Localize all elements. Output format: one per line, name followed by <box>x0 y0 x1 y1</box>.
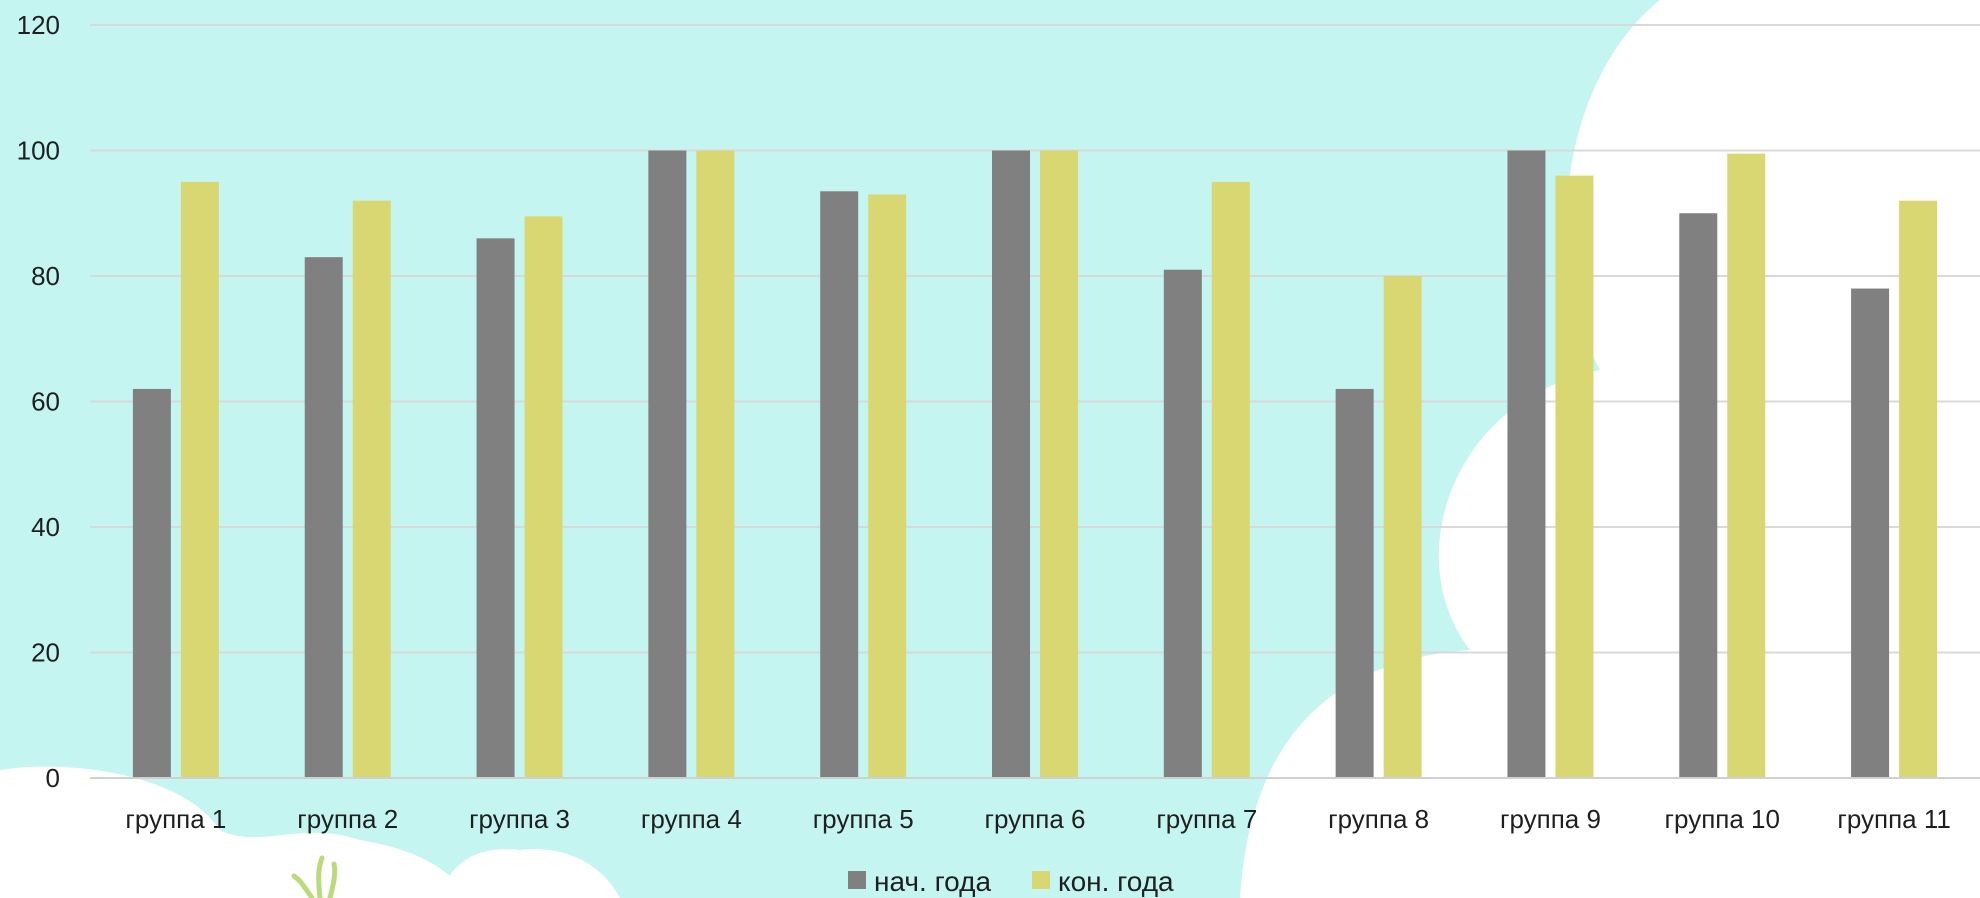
bar <box>1040 150 1078 778</box>
x-axis: группа 1 группа 2 группа 3 группа 4 группа 5… <box>90 777 1980 834</box>
y-tick-label: 0 <box>46 763 60 793</box>
legend: нач. года кон. года <box>848 866 1174 897</box>
x-tick-label: группа 6 <box>985 804 1086 834</box>
y-axis: 0 20 40 60 80 100 120 <box>17 10 60 793</box>
grass-sprout <box>291 855 338 898</box>
bar <box>1851 288 1890 778</box>
bar <box>132 388 171 778</box>
legend-label: нач. года <box>874 866 991 897</box>
bar <box>1335 388 1374 778</box>
x-tick-label: группа 11 <box>1837 804 1950 834</box>
bar <box>1211 181 1250 778</box>
y-tick-label: 60 <box>31 387 60 417</box>
y-tick-label: 100 <box>17 136 60 166</box>
x-tick-label: группа 8 <box>1328 804 1429 834</box>
y-tick-label: 20 <box>31 638 60 668</box>
bar <box>1679 213 1718 778</box>
bar <box>352 200 391 778</box>
bar <box>1555 175 1594 779</box>
cloud-bottom-left <box>0 766 470 898</box>
x-tick-label: группа 2 <box>297 804 398 834</box>
legend-label: кон. года <box>1058 866 1174 897</box>
bar <box>1899 200 1938 778</box>
bar <box>524 216 563 778</box>
bars <box>132 150 1938 779</box>
x-tick-label: группа 3 <box>469 804 570 834</box>
legend-swatch <box>1032 871 1050 889</box>
legend-swatch <box>848 871 866 889</box>
bar <box>868 194 907 779</box>
y-tick-label: 40 <box>31 512 60 542</box>
bar <box>648 150 687 778</box>
x-tick-label: группа 9 <box>1500 804 1601 834</box>
y-tick-label: 120 <box>17 10 60 40</box>
x-tick-label: группа 10 <box>1665 804 1780 834</box>
bar <box>1507 150 1546 778</box>
bar <box>696 150 735 778</box>
x-tick-label: группа 4 <box>641 804 742 834</box>
y-tick-label: 80 <box>31 261 60 291</box>
bar <box>180 181 219 778</box>
x-tick-label: группа 1 <box>125 804 226 834</box>
x-tick-label: группа 7 <box>1156 804 1257 834</box>
cloud-right <box>1240 0 1980 898</box>
bar <box>820 191 859 779</box>
bar <box>476 238 515 779</box>
x-tick-label: группа 5 <box>813 804 914 834</box>
bar <box>1383 276 1422 778</box>
bar <box>1163 269 1202 778</box>
cloud-bottom-mid <box>440 849 620 898</box>
bar <box>992 150 1030 778</box>
bar <box>1727 153 1766 778</box>
bar <box>304 257 343 778</box>
